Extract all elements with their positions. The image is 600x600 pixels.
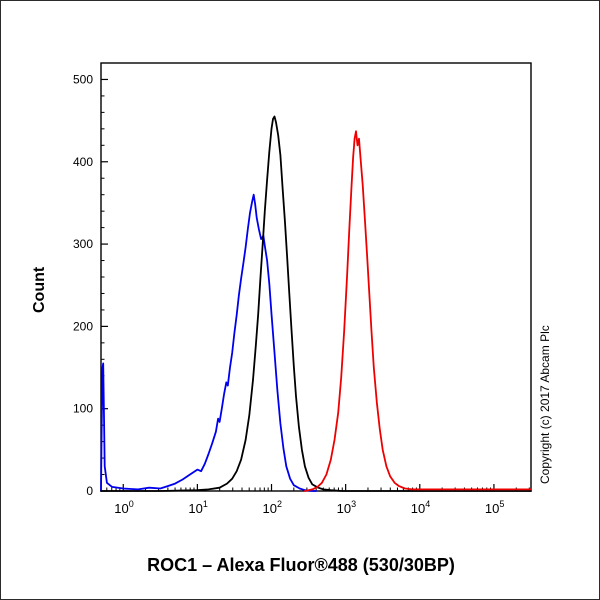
y-tick-label: 300 — [73, 237, 93, 251]
y-tick-label: 400 — [73, 155, 93, 169]
plot-frame — [100, 62, 532, 492]
x-tick-label: 105 — [485, 499, 504, 516]
y-tick-label: 500 — [73, 72, 93, 86]
y-tick-label: 0 — [86, 484, 93, 498]
x-tick-label: 102 — [263, 499, 282, 516]
y-tick-label: 100 — [73, 402, 93, 416]
chart-title: ROC1 – Alexa Fluor®488 (530/30BP) — [147, 555, 455, 575]
y-axis: 0 100 200 300 400 500 — [73, 72, 108, 498]
curve-red — [303, 130, 532, 492]
x-tick-label: 103 — [337, 499, 356, 516]
x-tick-label: 101 — [188, 499, 207, 516]
x-tick-label: 100 — [114, 499, 133, 516]
x-tick-label: 104 — [411, 499, 430, 516]
copyright-text: Copyright (c) 2017 Abcam Plc — [538, 325, 552, 484]
curve-black — [100, 115, 532, 492]
curve-blue — [100, 193, 317, 492]
y-tick-label: 200 — [73, 319, 93, 333]
y-axis-label: Count — [31, 266, 48, 313]
